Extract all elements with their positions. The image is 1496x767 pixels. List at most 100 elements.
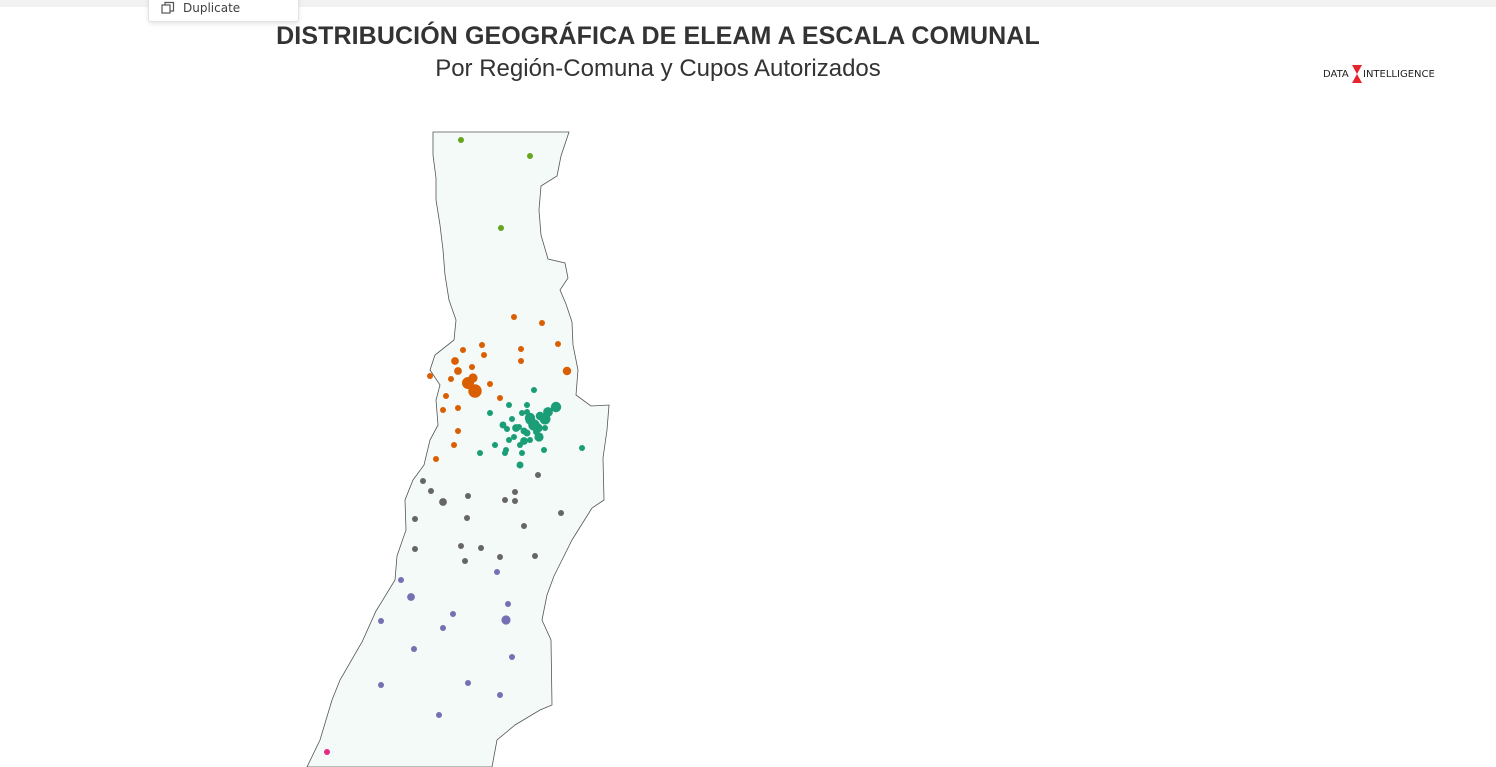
- duplicate-label: Duplicate: [183, 1, 241, 15]
- comuna-marker[interactable]: [502, 497, 508, 503]
- comuna-marker[interactable]: [519, 450, 525, 456]
- comuna-marker[interactable]: [324, 749, 330, 755]
- comuna-marker[interactable]: [479, 342, 485, 348]
- data-intelligence-logo: DATA INTELLIGENCE: [1323, 65, 1435, 83]
- comuna-marker[interactable]: [519, 410, 525, 416]
- comuna-marker[interactable]: [412, 516, 418, 522]
- comuna-marker[interactable]: [497, 554, 503, 560]
- comuna-marker[interactable]: [492, 442, 498, 448]
- comuna-marker[interactable]: [509, 416, 515, 422]
- comuna-marker[interactable]: [407, 593, 415, 601]
- comuna-marker[interactable]: [450, 611, 456, 617]
- comuna-marker[interactable]: [455, 428, 461, 434]
- logo-hourglass-mark: [1352, 65, 1362, 83]
- comuna-marker[interactable]: [555, 341, 561, 347]
- comuna-marker[interactable]: [558, 510, 564, 516]
- comuna-marker[interactable]: [468, 373, 478, 383]
- comuna-marker[interactable]: [494, 569, 500, 575]
- comuna-marker[interactable]: [542, 425, 548, 431]
- comuna-marker[interactable]: [543, 407, 553, 417]
- comuna-marker[interactable]: [443, 393, 449, 399]
- comuna-marker[interactable]: [436, 712, 442, 718]
- comuna-marker[interactable]: [477, 450, 483, 456]
- comuna-marker[interactable]: [398, 577, 404, 583]
- comuna-marker[interactable]: [511, 434, 517, 440]
- comuna-marker[interactable]: [506, 437, 512, 443]
- comuna-marker[interactable]: [562, 366, 572, 376]
- comuna-marker[interactable]: [439, 498, 447, 506]
- comuna-marker[interactable]: [458, 137, 464, 143]
- duplicate-icon: [161, 1, 175, 14]
- comuna-marker[interactable]: [378, 618, 384, 624]
- logo-text-left: DATA: [1323, 69, 1349, 80]
- comuna-marker[interactable]: [451, 442, 457, 448]
- comuna-marker[interactable]: [527, 153, 533, 159]
- comuna-marker[interactable]: [516, 461, 524, 469]
- comuna-marker[interactable]: [433, 456, 439, 462]
- comuna-marker[interactable]: [550, 401, 562, 413]
- comuna-marker[interactable]: [428, 488, 434, 494]
- comuna-marker[interactable]: [497, 692, 503, 698]
- comuna-marker[interactable]: [535, 472, 541, 478]
- comuna-marker[interactable]: [468, 384, 482, 398]
- comuna-marker[interactable]: [464, 515, 470, 521]
- comuna-marker[interactable]: [533, 429, 539, 435]
- comuna-marker[interactable]: [524, 402, 530, 408]
- comuna-marker[interactable]: [509, 654, 515, 660]
- comuna-marker[interactable]: [487, 381, 493, 387]
- comuna-marker[interactable]: [504, 426, 510, 432]
- comuna-marker[interactable]: [378, 682, 384, 688]
- comuna-marker[interactable]: [524, 409, 530, 415]
- comuna-marker[interactable]: [451, 357, 459, 365]
- comuna-marker[interactable]: [478, 545, 484, 551]
- comuna-marker[interactable]: [511, 314, 517, 320]
- comuna-marker[interactable]: [448, 376, 454, 382]
- top-strip: [0, 0, 1496, 7]
- duplicate-menu-item[interactable]: Duplicate: [148, 0, 299, 22]
- comuna-marker[interactable]: [518, 346, 524, 352]
- comuna-marker[interactable]: [427, 373, 433, 379]
- comuna-marker[interactable]: [454, 367, 462, 375]
- comuna-marker[interactable]: [512, 424, 520, 432]
- comuna-marker[interactable]: [497, 395, 503, 401]
- comuna-marker[interactable]: [521, 523, 527, 529]
- comuna-marker[interactable]: [455, 405, 461, 411]
- comuna-marker[interactable]: [505, 601, 511, 607]
- comuna-marker[interactable]: [487, 410, 493, 416]
- comuna-marker[interactable]: [531, 387, 537, 393]
- comuna-markers: [324, 137, 585, 755]
- comuna-marker[interactable]: [465, 493, 471, 499]
- comuna-marker[interactable]: [512, 498, 518, 504]
- comuna-marker[interactable]: [458, 543, 464, 549]
- comuna-marker[interactable]: [498, 225, 504, 231]
- logo-text-right: INTELLIGENCE: [1363, 69, 1435, 80]
- map-subtitle: Por Región-Comuna y Cupos Autorizados: [435, 55, 881, 82]
- comuna-marker[interactable]: [506, 402, 512, 408]
- comuna-marker[interactable]: [532, 553, 538, 559]
- comuna-marker[interactable]: [469, 364, 475, 370]
- comuna-marker[interactable]: [481, 352, 487, 358]
- comuna-marker[interactable]: [539, 320, 545, 326]
- comuna-marker[interactable]: [420, 478, 426, 484]
- comuna-marker[interactable]: [465, 680, 471, 686]
- region-outline-land: [306, 131, 610, 767]
- comuna-marker[interactable]: [502, 450, 508, 456]
- comuna-marker[interactable]: [460, 347, 466, 353]
- comuna-marker[interactable]: [518, 358, 524, 364]
- comuna-marker[interactable]: [440, 407, 446, 413]
- comuna-marker[interactable]: [440, 625, 446, 631]
- comuna-marker[interactable]: [520, 437, 528, 445]
- comuna-marker[interactable]: [579, 445, 585, 451]
- comuna-marker[interactable]: [462, 558, 468, 564]
- comuna-marker[interactable]: [412, 546, 418, 552]
- comuna-marker[interactable]: [523, 429, 531, 437]
- comuna-marker[interactable]: [524, 412, 536, 424]
- comuna-marker[interactable]: [527, 437, 533, 443]
- comuna-marker[interactable]: [411, 646, 417, 652]
- comuna-marker[interactable]: [499, 421, 507, 429]
- map-title: DISTRIBUCIÓN GEOGRÁFICA DE ELEAM A ESCAL…: [276, 22, 1040, 50]
- comuna-marker[interactable]: [512, 489, 518, 495]
- comuna-marker[interactable]: [541, 447, 547, 453]
- comuna-marker[interactable]: [501, 615, 511, 625]
